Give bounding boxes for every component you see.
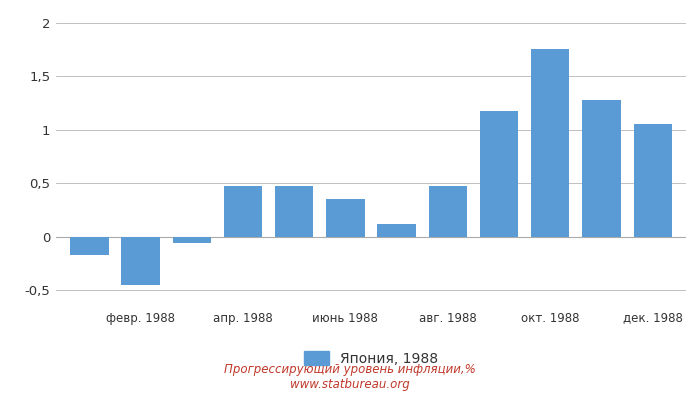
Bar: [172, 236, 211, 243]
Bar: [70, 236, 108, 255]
Bar: [224, 186, 262, 236]
Text: Прогрессирующий уровень инфляции,%: Прогрессирующий уровень инфляции,%: [224, 364, 476, 376]
Bar: [121, 236, 160, 285]
Legend: Япония, 1988: Япония, 1988: [304, 351, 438, 366]
Bar: [531, 50, 570, 236]
Bar: [275, 186, 314, 236]
Bar: [634, 124, 672, 236]
Bar: [326, 199, 365, 236]
Bar: [480, 112, 518, 236]
Bar: [428, 186, 467, 236]
Bar: [582, 100, 621, 236]
Text: www.statbureau.org: www.statbureau.org: [290, 378, 410, 391]
Bar: [377, 224, 416, 236]
